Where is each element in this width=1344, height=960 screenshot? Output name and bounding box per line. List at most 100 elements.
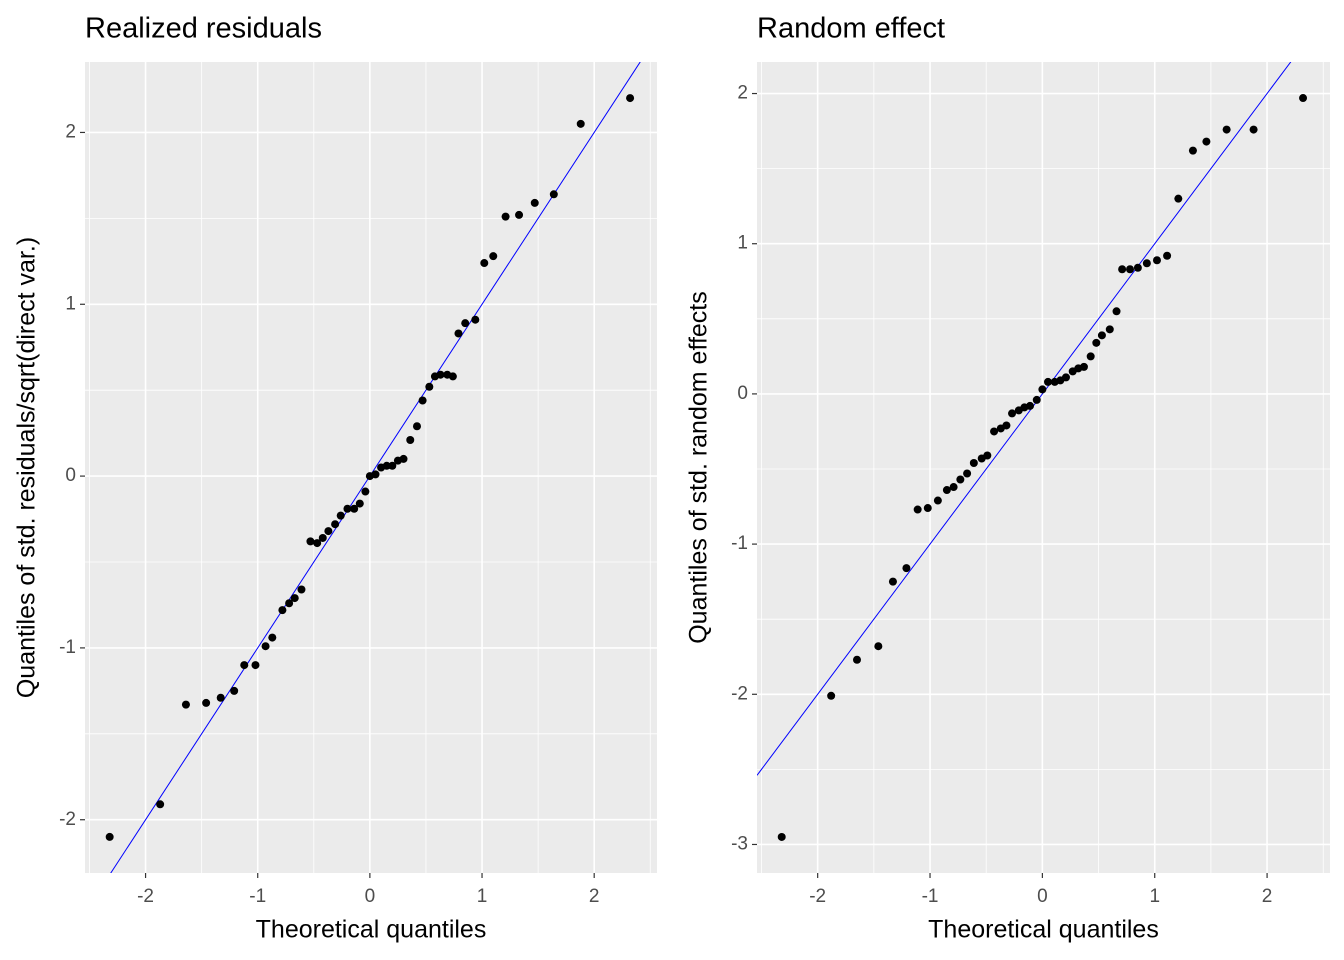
- point: [156, 800, 165, 809]
- point: [576, 119, 585, 128]
- point: [1032, 395, 1041, 404]
- point: [949, 483, 958, 492]
- point: [336, 511, 345, 520]
- point: [240, 661, 249, 670]
- point: [1222, 125, 1231, 134]
- point: [406, 436, 415, 445]
- y-tick-label: -3: [731, 833, 748, 854]
- point: [436, 370, 445, 379]
- point: [1133, 263, 1142, 272]
- point: [913, 505, 922, 514]
- point: [285, 599, 294, 608]
- point: [306, 537, 315, 546]
- point: [1086, 352, 1095, 361]
- x-tick-label: -1: [249, 886, 266, 907]
- point: [251, 661, 260, 670]
- point: [350, 504, 359, 513]
- point: [202, 698, 211, 707]
- point: [1038, 385, 1047, 394]
- point: [355, 499, 364, 508]
- point: [1043, 377, 1052, 386]
- point: [290, 594, 299, 603]
- y-tick-label: 1: [737, 233, 748, 254]
- point: [313, 539, 322, 548]
- x-tick-label: 0: [1037, 886, 1048, 907]
- x-tick-label: 2: [589, 886, 600, 907]
- y-tick-label: -1: [59, 637, 76, 658]
- point: [777, 832, 786, 841]
- point: [549, 190, 558, 199]
- y-tick-label: 0: [65, 465, 76, 486]
- point: [1249, 125, 1258, 134]
- x-axis-title: Theoretical quantiles: [256, 916, 487, 944]
- point: [418, 396, 427, 405]
- point: [471, 315, 480, 324]
- point: [956, 475, 965, 484]
- point: [515, 210, 524, 219]
- y-tick-label: 0: [737, 383, 748, 404]
- x-tick-label: 1: [477, 886, 488, 907]
- point: [1188, 146, 1197, 155]
- point: [331, 520, 340, 529]
- y-tick-label: 1: [65, 293, 76, 314]
- x-tick-label: 1: [1149, 886, 1160, 907]
- point: [1105, 325, 1114, 334]
- point: [923, 504, 932, 513]
- point: [1092, 338, 1101, 347]
- point: [933, 496, 942, 505]
- point: [874, 642, 883, 651]
- point: [969, 458, 978, 467]
- point: [530, 198, 539, 207]
- point: [942, 486, 951, 495]
- point: [412, 422, 421, 431]
- point: [1118, 265, 1127, 274]
- point: [268, 633, 277, 642]
- point: [963, 469, 972, 478]
- point: [425, 382, 434, 391]
- point: [181, 700, 190, 709]
- point: [827, 691, 836, 700]
- point: [1163, 251, 1172, 260]
- chart-title: Realized residuals: [85, 13, 322, 45]
- point: [1152, 256, 1161, 265]
- point: [1008, 409, 1017, 418]
- point: [361, 487, 370, 496]
- x-tick-label: -2: [809, 886, 826, 907]
- point: [297, 585, 306, 594]
- y-tick-label: -2: [731, 683, 748, 704]
- y-tick-label: 2: [737, 83, 748, 104]
- point: [1142, 259, 1151, 268]
- x-axis-title: Theoretical quantiles: [928, 916, 1159, 944]
- point: [1126, 265, 1135, 274]
- point: [454, 329, 463, 338]
- point: [852, 655, 861, 664]
- x-tick-label: 0: [365, 886, 376, 907]
- point: [1202, 137, 1211, 146]
- point: [388, 461, 397, 470]
- point: [1112, 307, 1121, 316]
- point: [983, 451, 992, 460]
- point: [1061, 373, 1070, 382]
- point: [1079, 362, 1088, 371]
- y-tick-label: -1: [731, 533, 748, 554]
- point: [1174, 194, 1183, 203]
- point: [371, 470, 380, 479]
- point: [1026, 401, 1035, 410]
- point: [1002, 421, 1011, 430]
- point: [278, 606, 287, 615]
- point: [324, 527, 333, 536]
- y-axis-title: Quantiles of std. residuals/sqrt(direct …: [13, 237, 41, 698]
- point: [343, 504, 352, 513]
- point: [461, 319, 470, 328]
- point: [489, 252, 498, 261]
- panel-background: [757, 62, 1330, 873]
- point: [626, 94, 635, 103]
- x-tick-label: 2: [1262, 886, 1273, 907]
- x-tick-label: -1: [922, 886, 939, 907]
- point: [399, 454, 408, 463]
- point: [501, 212, 510, 221]
- point: [1097, 331, 1106, 340]
- point: [318, 533, 327, 542]
- point: [261, 642, 270, 651]
